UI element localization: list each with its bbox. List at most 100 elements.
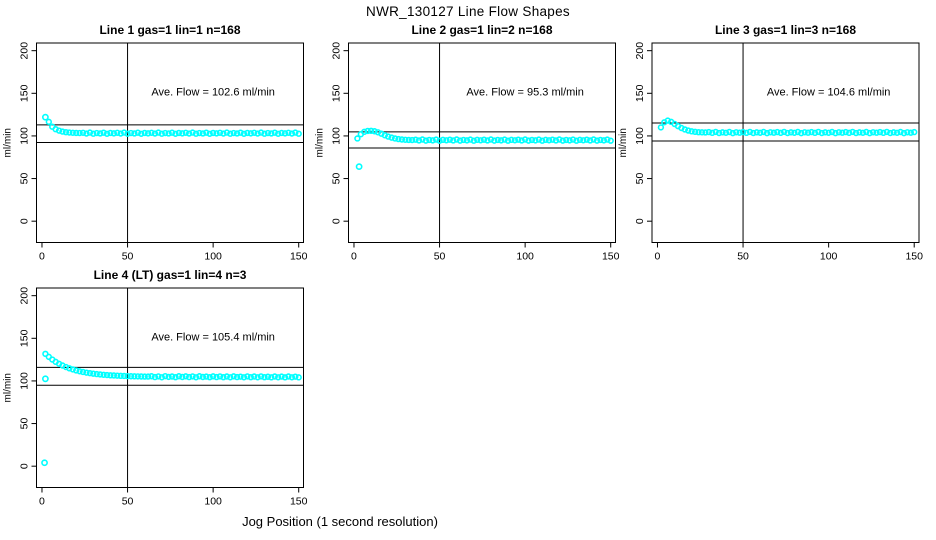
data-point: [151, 130, 159, 137]
data-point: [227, 130, 234, 137]
data-point: [405, 136, 412, 144]
data-point: [292, 129, 299, 136]
data-point: [76, 129, 83, 137]
data-point: [367, 127, 375, 135]
data-point: [715, 129, 723, 137]
data-point: [206, 373, 213, 381]
subplot-title: Line 4 (LT) gas=1 lin=4 n=3: [94, 268, 247, 282]
data-point: [856, 129, 863, 136]
data-point: [518, 137, 525, 144]
data-point: [887, 129, 894, 137]
data-point: [285, 129, 292, 136]
data-point: [237, 129, 244, 136]
data-point: [73, 129, 80, 137]
data-point: [736, 129, 743, 136]
data-point: [107, 372, 114, 379]
data-point: [79, 129, 87, 136]
data-point: [825, 129, 832, 136]
y-tick-label: 50: [19, 418, 31, 430]
data-point: [90, 130, 97, 137]
data-point: [573, 137, 580, 144]
data-point: [192, 374, 200, 381]
data-point: [162, 372, 169, 380]
x-tick-label: 150: [290, 496, 308, 508]
data-point: [828, 128, 836, 136]
data-point: [893, 129, 901, 136]
data-point: [487, 136, 495, 143]
data-point: [292, 373, 299, 380]
data-point: [62, 128, 70, 136]
data-point: [726, 128, 733, 136]
data-point: [521, 136, 529, 143]
data-point: [528, 136, 536, 144]
data-point: [593, 137, 601, 144]
x-tick-label: 50: [122, 496, 134, 508]
data-point: [244, 373, 251, 380]
data-point: [264, 129, 272, 137]
data-point: [508, 136, 515, 144]
data-point: [484, 137, 491, 144]
data-point: [398, 136, 406, 143]
data-point: [144, 373, 152, 380]
data-point: [62, 363, 70, 371]
data-point: [96, 371, 104, 378]
data-point: [168, 373, 176, 380]
data-point: [698, 129, 706, 136]
data-point: [42, 350, 49, 358]
data-point: [685, 127, 692, 134]
data-point: [412, 136, 419, 143]
data-point: [402, 136, 409, 143]
y-tick-label: 50: [634, 173, 646, 185]
data-point: [897, 128, 904, 136]
data-point: [743, 129, 750, 137]
data-point: [729, 129, 736, 137]
data-point: [158, 130, 165, 137]
data-point: [733, 129, 740, 136]
data-point: [86, 129, 94, 136]
data-point: [196, 373, 203, 380]
data-points: [657, 117, 918, 137]
data-point: [607, 137, 614, 144]
data-point: [657, 124, 665, 131]
data-point: [371, 128, 378, 135]
data-point: [124, 372, 131, 380]
data-point: [59, 128, 66, 135]
data-point: [165, 130, 172, 137]
data-point: [237, 373, 244, 380]
data-point: [787, 129, 795, 136]
data-point: [127, 129, 135, 137]
data-point: [268, 374, 275, 381]
data-point: [750, 129, 757, 137]
y-tick-label: 0: [19, 463, 31, 469]
x-tick-label: 150: [290, 251, 308, 263]
data-point: [213, 130, 220, 137]
data-point: [227, 374, 234, 381]
x-tick-label: 0: [351, 251, 357, 263]
data-point: [808, 128, 815, 136]
data-point: [798, 129, 805, 137]
data-point: [83, 369, 90, 376]
data-point: [535, 136, 543, 143]
data-point: [450, 137, 457, 144]
data-point: [274, 374, 282, 381]
data-point: [162, 129, 169, 137]
data-point: [443, 137, 450, 144]
data-point: [842, 128, 849, 136]
data-point: [138, 373, 145, 380]
y-tick-label: 0: [331, 218, 343, 224]
data-point: [474, 136, 481, 144]
data-point: [257, 373, 265, 380]
data-point: [907, 129, 914, 136]
subplot-title: Line 1 gas=1 lin=1 n=168: [99, 23, 240, 37]
data-point: [199, 373, 207, 381]
data-point: [83, 130, 90, 137]
data-point: [791, 129, 798, 136]
data-point: [199, 130, 207, 137]
data-point: [223, 129, 231, 136]
data-point: [839, 129, 846, 136]
data-point: [110, 130, 118, 137]
data-point: [583, 136, 590, 143]
data-point: [422, 137, 430, 144]
data-point: [580, 137, 587, 144]
